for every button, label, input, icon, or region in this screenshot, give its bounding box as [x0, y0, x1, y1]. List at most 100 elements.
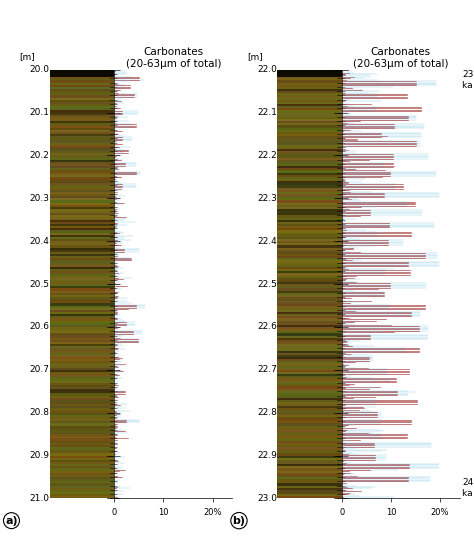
Bar	[277, 271, 342, 273]
Bar	[50, 188, 114, 190]
Bar	[277, 297, 342, 299]
Bar	[50, 327, 114, 329]
Bar	[50, 361, 114, 363]
Bar	[277, 479, 342, 481]
Bar	[277, 185, 342, 188]
Bar	[277, 447, 342, 449]
Bar	[50, 166, 114, 168]
Bar	[50, 340, 114, 342]
Bar	[50, 471, 114, 473]
Bar	[277, 436, 342, 438]
Bar	[50, 483, 114, 486]
Text: 20.1: 20.1	[29, 108, 50, 117]
Bar	[50, 134, 114, 136]
Bar	[277, 419, 342, 421]
Bar	[277, 248, 342, 250]
Bar	[50, 443, 114, 445]
Bar	[50, 468, 114, 471]
Bar	[277, 239, 342, 241]
Bar	[50, 248, 114, 250]
Bar	[50, 376, 114, 378]
Bar	[277, 430, 342, 432]
Bar	[277, 173, 342, 175]
Bar	[277, 273, 342, 276]
Bar	[277, 325, 342, 327]
Text: 22.4: 22.4	[257, 237, 277, 245]
Bar	[277, 263, 342, 265]
Bar	[277, 104, 342, 106]
Bar	[277, 132, 342, 134]
Bar	[50, 378, 114, 381]
Bar	[277, 458, 342, 460]
Bar	[277, 213, 342, 215]
Bar	[50, 91, 114, 93]
Bar	[277, 434, 342, 436]
Bar	[50, 393, 114, 396]
Bar	[277, 190, 342, 192]
Bar	[50, 252, 114, 254]
Bar	[277, 321, 342, 323]
Bar	[277, 496, 342, 498]
Text: 20.4: 20.4	[30, 237, 50, 245]
Bar	[277, 338, 342, 340]
Bar	[50, 104, 114, 106]
Bar	[50, 464, 114, 466]
Bar	[50, 222, 114, 224]
Bar	[277, 215, 342, 218]
Bar	[277, 460, 342, 462]
Bar	[50, 230, 114, 233]
Bar	[50, 181, 114, 183]
Bar	[277, 91, 342, 93]
Bar	[277, 421, 342, 423]
Bar	[50, 331, 114, 333]
Bar	[50, 110, 114, 113]
Bar	[277, 348, 342, 351]
Bar	[50, 179, 114, 181]
Bar	[50, 481, 114, 483]
Bar	[277, 265, 342, 267]
Bar	[50, 490, 114, 492]
Bar	[277, 200, 342, 203]
Bar	[50, 451, 114, 453]
Bar	[277, 147, 342, 149]
Bar	[50, 168, 114, 170]
Bar	[277, 117, 342, 119]
Bar	[277, 316, 342, 318]
Bar	[277, 235, 342, 237]
Bar	[50, 291, 114, 293]
Bar	[50, 117, 114, 119]
Bar	[50, 213, 114, 215]
Bar	[50, 207, 114, 209]
Bar	[50, 250, 114, 252]
Bar	[277, 411, 342, 413]
Bar	[50, 123, 114, 125]
Bar	[277, 78, 342, 80]
Bar	[50, 293, 114, 295]
Bar	[50, 143, 114, 145]
Bar	[50, 235, 114, 237]
Bar	[277, 93, 342, 95]
Bar	[50, 95, 114, 98]
Bar	[277, 314, 342, 316]
Bar	[50, 185, 114, 188]
Bar	[50, 265, 114, 267]
Bar	[50, 106, 114, 108]
Bar	[50, 241, 114, 243]
Bar	[277, 233, 342, 235]
Bar	[277, 301, 342, 303]
Text: 21.0: 21.0	[29, 494, 50, 503]
Bar	[277, 398, 342, 400]
Bar	[50, 288, 114, 291]
Bar	[277, 370, 342, 372]
Bar	[277, 443, 342, 445]
Bar	[50, 338, 114, 340]
Bar	[277, 170, 342, 173]
Bar	[50, 85, 114, 87]
Bar	[277, 203, 342, 205]
Bar	[50, 346, 114, 348]
Bar	[50, 406, 114, 408]
Bar	[50, 220, 114, 222]
Bar	[50, 387, 114, 389]
Bar	[277, 475, 342, 477]
Bar	[50, 158, 114, 160]
